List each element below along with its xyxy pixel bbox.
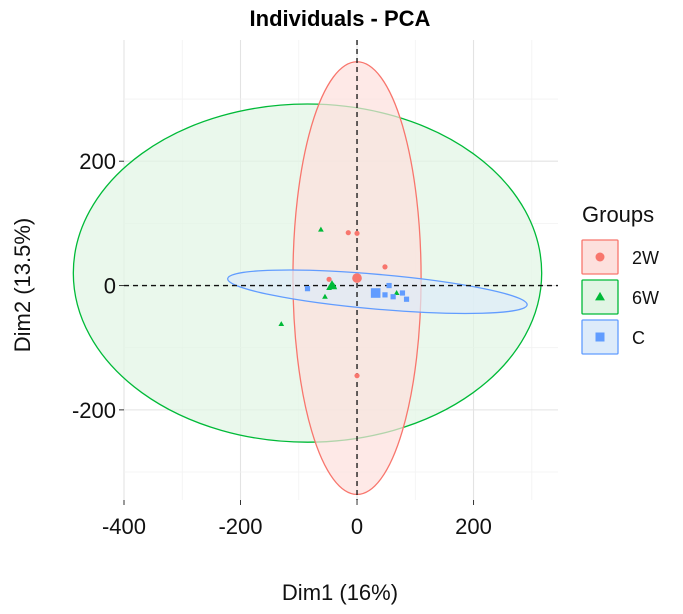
y-axis-label: Dim2 (13.5%) (10, 218, 35, 352)
point-c (390, 294, 396, 300)
reference-lines (124, 40, 558, 500)
point-6w (318, 226, 324, 232)
point-c (382, 292, 388, 298)
legend-item-c: C (581, 319, 645, 355)
x-tick-label: -200 (218, 514, 262, 539)
x-axis-label: Dim1 (16%) (282, 580, 398, 605)
x-tick-label: 0 (351, 514, 363, 539)
confidence-ellipses (72, 61, 543, 496)
legend-marker-square-icon (595, 332, 605, 342)
axes: -400 -200 0 200 -200 0 200 (72, 149, 492, 539)
y-tick-label: 0 (104, 274, 116, 299)
legend-label: 6W (632, 288, 659, 308)
y-tick-label: 200 (79, 149, 116, 174)
point-6w (322, 293, 328, 299)
chart-title: Individuals - PCA (250, 6, 431, 31)
legend-title: Groups (582, 202, 654, 227)
point-c (304, 286, 311, 292)
point-2w (354, 230, 360, 236)
point-2w (326, 276, 332, 282)
legend-items: 2W 6W C (581, 239, 659, 355)
x-tick-label: 200 (455, 514, 492, 539)
point-c (386, 282, 392, 289)
point-2w (382, 264, 388, 270)
centroid-2w (352, 273, 362, 283)
legend-item-6w: 6W (581, 279, 659, 315)
x-tick-label: -400 (102, 514, 146, 539)
point-6w (393, 290, 400, 295)
point-2w (345, 230, 351, 236)
y-tick-label: -200 (72, 398, 116, 423)
plot-area (72, 40, 558, 500)
data-points (278, 226, 410, 379)
point-2w (354, 373, 360, 379)
point-c (399, 290, 406, 296)
legend: Groups 2W 6W C (581, 202, 659, 355)
legend-marker-triangle-icon (595, 291, 605, 301)
centroid-6w (326, 280, 338, 290)
point-c (403, 296, 410, 302)
legend-label: C (632, 328, 645, 348)
legend-item-2w: 2W (581, 239, 659, 275)
legend-label: 2W (632, 248, 659, 268)
centroid-c (370, 288, 381, 298)
point-6w (278, 321, 285, 327)
legend-marker-circle-icon (595, 252, 605, 262)
